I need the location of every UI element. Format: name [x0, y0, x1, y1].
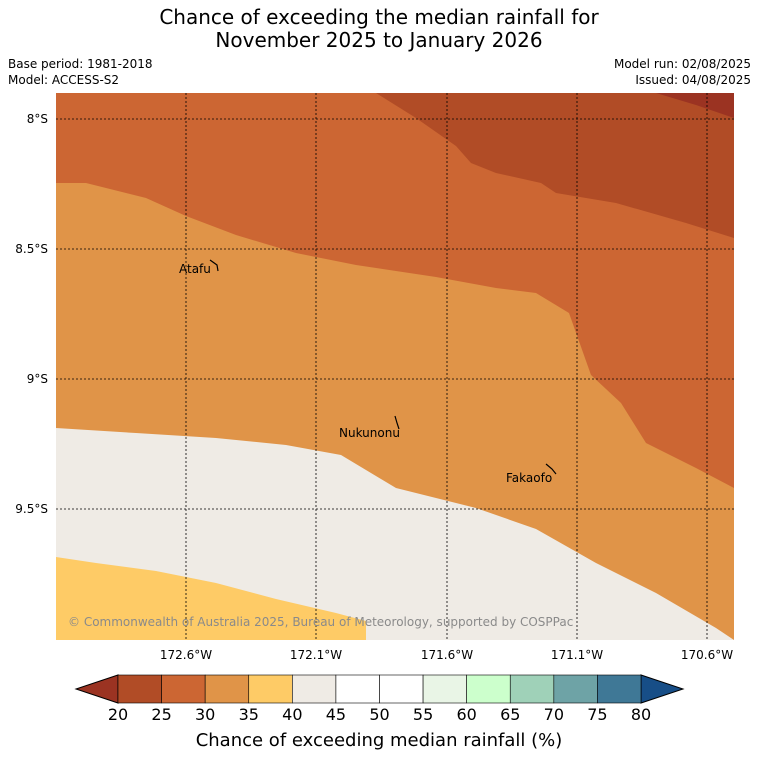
colorbar-tick-label: 60: [456, 705, 476, 722]
place-label-atafu: Atafu: [179, 262, 211, 276]
lat-label-9: 9°S: [26, 372, 48, 386]
base-period: Base period: 1981-2018: [8, 57, 153, 71]
colorbar-tick-label: 65: [500, 705, 520, 722]
colorbar-tick-label: 70: [544, 705, 564, 722]
band-35-40: [56, 93, 734, 640]
colorbar-tick-label: 30: [195, 705, 215, 722]
map-gridlines: [56, 93, 734, 640]
colorbar-tick-label: 45: [326, 705, 346, 722]
colorbar-swatch: [161, 674, 206, 704]
place-label-nukunonu: Nukunonu: [339, 426, 400, 440]
fakaofo-outline: [545, 463, 557, 475]
nukunonu-outline: [394, 415, 400, 430]
place-label-fakaofo: Fakaofo: [506, 471, 552, 485]
lon-label-171-6: 171.6°W: [420, 648, 474, 662]
colorbar-tick-label: 75: [587, 705, 607, 722]
atafu-outline: [209, 259, 219, 272]
band-20-25: [376, 93, 734, 238]
lat-label-8-5: 8.5°S: [15, 242, 48, 256]
lat-label-9-5: 9.5°S: [15, 502, 48, 516]
colorbar-legend: 20 25 30 35 40 45 50 55 60 65 70 75 80: [74, 674, 685, 722]
colorbar-swatch: [117, 674, 162, 704]
lat-label-8: 8°S: [26, 112, 48, 126]
issued-date: Issued: 04/08/2025: [635, 73, 751, 87]
lon-label-172-6: 172.6°W: [159, 648, 213, 662]
map-svg: Atafu Nukunonu Fakaofo © Commonwealth of…: [56, 93, 734, 640]
band-below-20: [656, 93, 734, 118]
colorbar-swatch: [597, 674, 642, 704]
forecast-map: Atafu Nukunonu Fakaofo © Commonwealth of…: [56, 93, 734, 640]
copyright-notice: © Commonwealth of Australia 2025, Bureau…: [68, 615, 573, 629]
chart-title-line1: Chance of exceeding the median rainfall …: [159, 5, 599, 29]
colorbar-tick-label: 80: [631, 705, 651, 722]
colorbar-swatch: [248, 674, 293, 704]
colorbar-tick-label: 40: [282, 705, 302, 722]
colorbar-label: Chance of exceeding median rainfall (%): [195, 730, 563, 751]
colorbar-swatch: [379, 674, 424, 704]
model-run: Model run: 02/08/2025: [613, 57, 751, 71]
colorbar-swatch: [204, 674, 250, 704]
colorbar-swatch: [553, 674, 598, 704]
colorbar-extend-low: [74, 674, 119, 704]
colorbar-tick-label: 20: [108, 705, 128, 722]
colorbar-swatch: [335, 674, 380, 704]
colorbar-swatch: [422, 674, 467, 704]
lon-label-170-6: 170.6°W: [680, 648, 734, 662]
colorbar-tick-label: 55: [413, 705, 433, 722]
atoll-outlines: [209, 259, 557, 475]
colorbar-tick-label: 25: [151, 705, 171, 722]
lon-label-172-1: 172.1°W: [289, 648, 343, 662]
lon-label-171-1: 171.1°W: [550, 648, 604, 662]
colorbar-extend-high: [640, 674, 685, 704]
colorbar-swatch: [466, 674, 511, 704]
colorbar-swatch: [509, 674, 555, 704]
colorbar-tick-label: 35: [239, 705, 259, 722]
model-name: Model: ACCESS-S2: [8, 73, 120, 87]
colorbar-tick-label: 50: [369, 705, 389, 722]
colorbar-swatch: [292, 674, 337, 704]
chart-title-line2: November 2025 to January 2026: [215, 28, 543, 52]
